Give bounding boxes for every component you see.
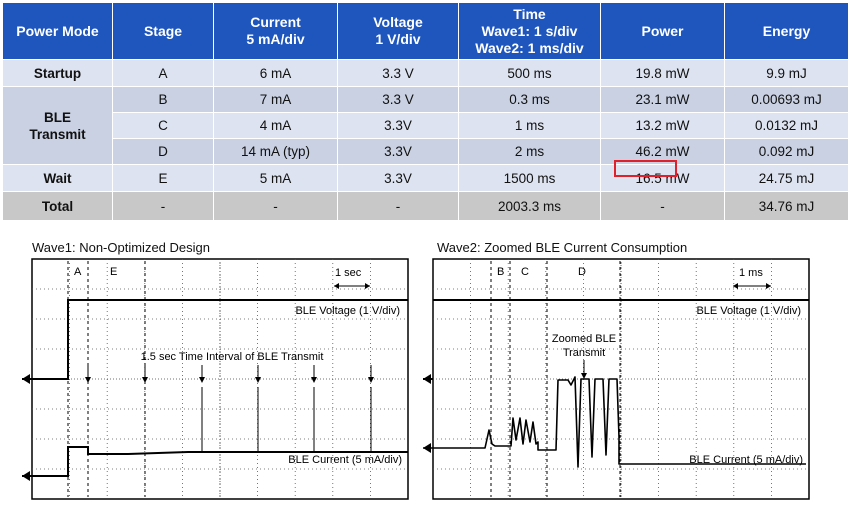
wave1-scope: A E 1 sec BLE Voltage (1 V/div) 1.5 sec … [22, 258, 409, 500]
mode-ble-transmit: BLE Transmit [2, 86, 113, 165]
table-row: BLE Transmit B 7 mA 3.3 V 0.3 ms 23.1 mW… [2, 86, 849, 165]
cell-time: 1 ms [458, 112, 601, 139]
cell-voltage: - [337, 191, 459, 221]
wave2-zoom-label-2: Transmit [563, 347, 605, 359]
cell-stage: - [112, 191, 214, 221]
wave2-current-label: BLE Current (5 mA/div) [689, 454, 803, 466]
cell-energy: 0.0132 mJ [724, 112, 849, 139]
cell-time: 0.3 ms [458, 86, 601, 113]
header-time: Time Wave1: 1 s/div Wave2: 1 ms/div [458, 2, 601, 60]
cell-voltage: 3.3 V [337, 59, 459, 87]
cell-time: 2 ms [458, 138, 601, 165]
cell-time: 2003.3 ms [458, 191, 601, 221]
cell-current: 6 mA [213, 59, 338, 87]
cell-time: 1500 ms [458, 164, 601, 192]
cell-power: 13.2 mW [600, 112, 725, 139]
cell-power: 19.8 mW [600, 59, 725, 87]
cell-stage: C [112, 112, 214, 139]
header-stage: Stage [112, 2, 214, 60]
wave1-marker-a: A [74, 266, 82, 278]
header-energy: Energy [724, 2, 849, 60]
cell-energy: 34.76 mJ [724, 191, 849, 221]
header-voltage: Voltage 1 V/div [337, 2, 459, 60]
cell-energy: 24.75 mJ [724, 164, 849, 192]
table-row: D 14 mA (typ) 3.3V 2 ms 46.2 mW 0.092 mJ [3, 138, 849, 165]
cell-voltage: 3.3V [337, 112, 459, 139]
wave2-zoom-label-1: Zoomed BLE [552, 333, 616, 345]
header-power-mode: Power Mode [2, 2, 113, 60]
wave1-current-label: BLE Current (5 mA/div) [288, 454, 402, 466]
cell-current: 7 mA [213, 86, 338, 113]
cell-power: 23.1 mW [600, 86, 725, 113]
wave2-marker-b: B [497, 266, 504, 278]
wave2-current-trace [423, 376, 806, 468]
wave1-scale-label: 1 sec [335, 267, 362, 279]
highlight-box [614, 160, 677, 177]
wave1-voltage-label: BLE Voltage (1 V/div) [295, 305, 400, 317]
mode-wait: Wait [2, 164, 113, 192]
wave1-voltage-trace [22, 299, 408, 380]
table-row: C 4 mA 3.3V 1 ms 13.2 mW 0.0132 mJ [3, 112, 849, 139]
cell-energy: 0.00693 mJ [724, 86, 849, 113]
cell-energy: 0.092 mJ [724, 138, 849, 165]
cell-voltage: 3.3 V [337, 86, 459, 113]
table-row: Startup A 6 mA 3.3 V 500 ms 19.8 mW 9.9 … [2, 59, 849, 87]
cell-current: 14 mA (typ) [213, 138, 338, 165]
wave2-marker-c: C [521, 266, 529, 278]
cell-power: - [600, 191, 725, 221]
cell-current: - [213, 191, 338, 221]
wave2-voltage-label: BLE Voltage (1 V/div) [696, 305, 801, 317]
mode-total: Total [2, 191, 113, 221]
header-current: Current 5 mA/div [213, 2, 338, 60]
wave1-interval-label: 1.5 sec Time Interval of BLE Transmit [141, 351, 324, 363]
wave1-title: Wave1: Non-Optimized Design [32, 240, 210, 255]
header-power: Power [600, 2, 725, 60]
cell-current: 5 mA [213, 164, 338, 192]
mode-startup: Startup [2, 59, 113, 87]
cell-energy: 9.9 mJ [724, 59, 849, 87]
cell-stage: D [112, 138, 214, 165]
cell-voltage: 3.3V [337, 164, 459, 192]
cell-stage: A [112, 59, 214, 87]
wave2-scale-label: 1 ms [739, 267, 763, 279]
wave1-current-trace [22, 446, 408, 477]
cell-voltage: 3.3V [337, 138, 459, 165]
wave1-marker-e: E [110, 266, 117, 278]
wave2-title: Wave2: Zoomed BLE Current Consumption [437, 240, 688, 255]
wave2-marker-d: D [578, 266, 586, 278]
wave2-scope: B C D 1 ms BLE Voltage (1 V/div) Zoomed … [423, 258, 810, 500]
power-table: Power Mode Stage Current 5 mA/div Voltage… [2, 2, 849, 221]
table-row-total: Total - - - 2003.3 ms - 34.76 mJ [2, 191, 849, 221]
cell-stage: B [112, 86, 214, 113]
cell-stage: E [112, 164, 214, 192]
table-row: Wait E 5 mA 3.3V 1500 ms 16.5 mW 24.75 m… [2, 164, 849, 192]
cell-time: 500 ms [458, 59, 601, 87]
cell-current: 4 mA [213, 112, 338, 139]
